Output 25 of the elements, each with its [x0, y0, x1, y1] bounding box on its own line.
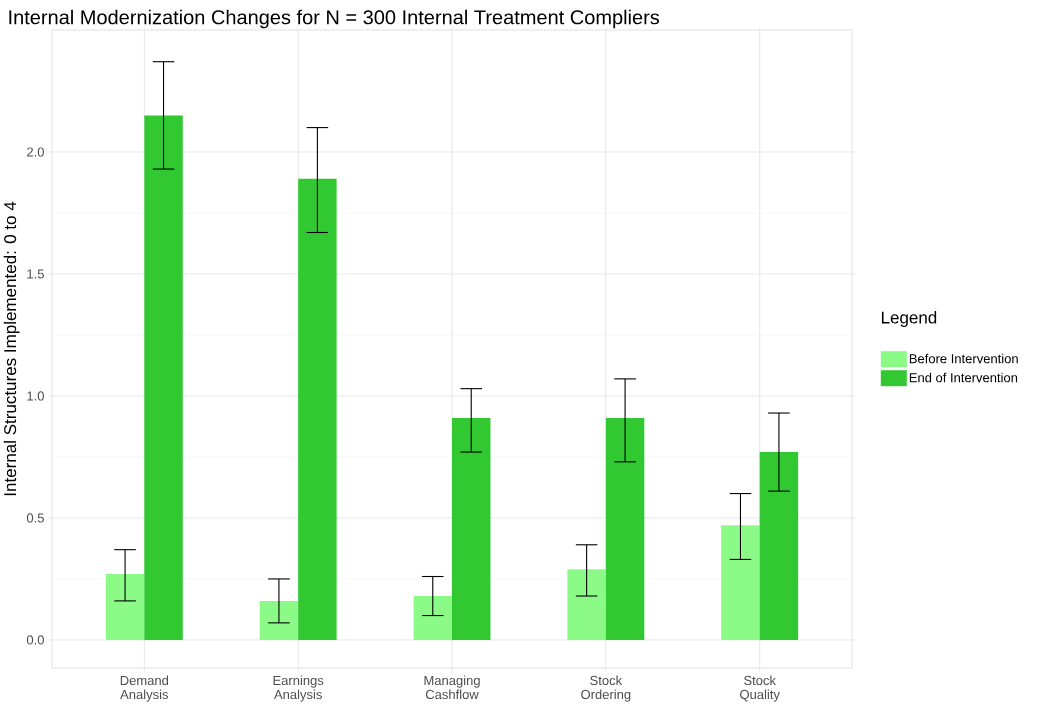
y-tick-label: 1.5	[27, 269, 44, 279]
bar	[413, 596, 452, 640]
bar	[259, 600, 299, 640]
legend-title: Legend	[881, 311, 937, 327]
y-axis-title: Internal Structures Implemented: 0 to 4	[3, 201, 20, 496]
bar	[452, 417, 491, 640]
x-tick-label: Earnings Analysis	[273, 675, 324, 702]
chart-title: Internal Modernization Changes for N = 300 Internal Treatment Compliers	[9, 9, 660, 29]
x-tick-label: Managing Cashflow	[424, 675, 480, 700]
bar	[105, 574, 145, 640]
legend-label: Before Intervention	[909, 353, 1018, 364]
bar	[567, 569, 606, 640]
y-tick-label: 1.0	[27, 391, 44, 401]
y-tick-label: 2.0	[27, 147, 44, 157]
y-tick-label: 0.0	[26, 635, 44, 645]
bar	[144, 115, 183, 640]
bar	[605, 417, 645, 640]
x-tick-label: Stock Quality	[740, 675, 780, 702]
bar	[721, 525, 760, 640]
x-tick-label: Stock Ordering	[581, 675, 631, 702]
bar	[298, 178, 337, 640]
y-tick-label: 0.5	[26, 513, 44, 523]
x-tick-label: Demand Analysis	[120, 675, 169, 702]
bar	[759, 452, 799, 640]
legend-label: End of Intervention	[909, 372, 1018, 383]
